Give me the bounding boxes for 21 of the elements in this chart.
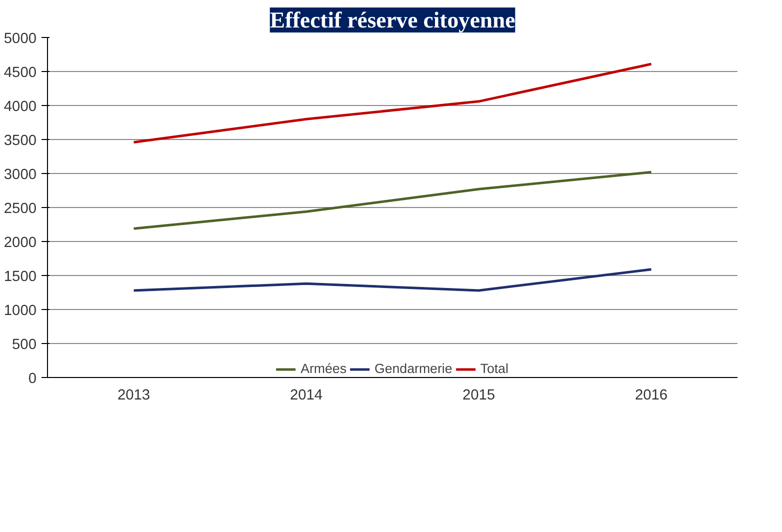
y-tick-label: 1000 [4, 303, 37, 319]
legend-label: Armées [300, 361, 346, 376]
legend-label: Gendarmerie [374, 361, 452, 376]
y-tick-label: 2500 [4, 201, 37, 217]
y-tick-label: 3000 [4, 167, 37, 183]
y-tick-label: 2000 [4, 235, 37, 251]
x-tick-label: 2013 [117, 388, 150, 404]
y-tick-label: 3500 [4, 133, 37, 149]
x-tick-label: 2015 [462, 388, 496, 404]
x-tick-label: 2016 [634, 388, 668, 404]
y-tick-label: 0 [28, 371, 37, 387]
chart-title: Effectif réserve citoyenne [270, 8, 516, 32]
legend-label: Total [480, 361, 508, 376]
y-tick-label: 4500 [4, 65, 37, 81]
y-tick-label: 500 [12, 337, 37, 353]
y-tick-label: 4000 [4, 99, 37, 115]
line-series [132, 62, 652, 144]
y-tick-label: 1500 [4, 269, 37, 285]
y-tick-label: 5000 [4, 31, 37, 47]
line-series [132, 170, 652, 230]
x-tick-label: 2014 [290, 388, 323, 404]
